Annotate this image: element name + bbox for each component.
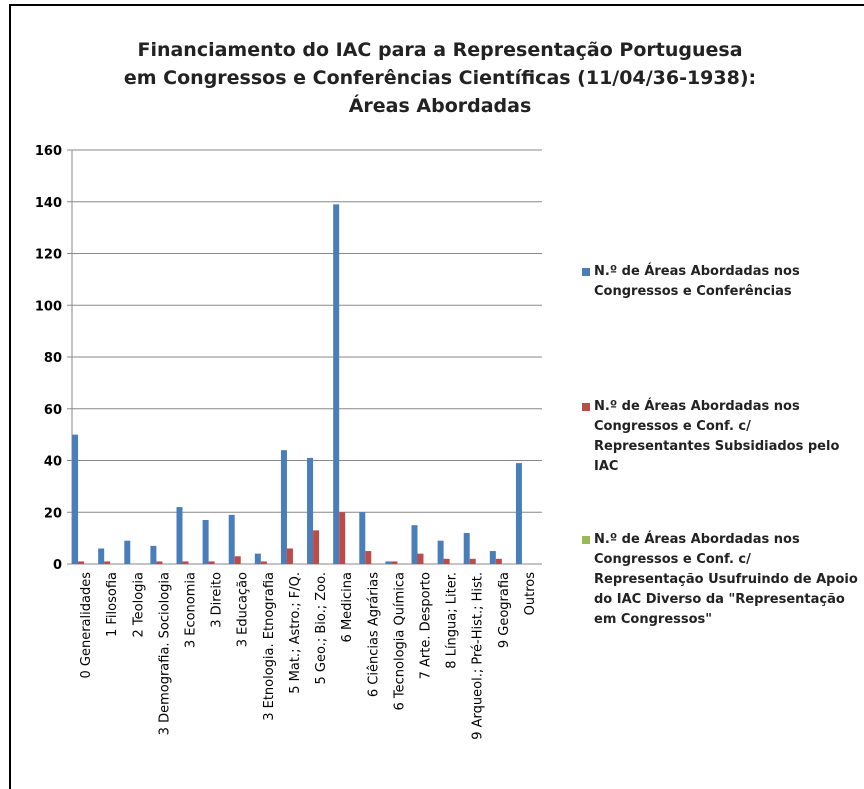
y-tick-label: 40 xyxy=(44,455,62,470)
legend-swatch xyxy=(582,536,590,544)
legend-label: N.º de Áreas Abordadas nos Congressos e … xyxy=(594,264,800,299)
bar xyxy=(411,525,418,564)
bar xyxy=(515,463,522,564)
x-tick-label: 6 Tecnologia Química xyxy=(392,572,407,710)
bar xyxy=(307,457,314,564)
x-tick-label: 8 Língua; Liter. xyxy=(445,572,460,669)
x-tick-label: 0 Generalidades xyxy=(79,572,94,679)
bar xyxy=(254,553,261,564)
bar xyxy=(391,561,398,564)
x-tick-label: 3 Economia xyxy=(184,572,199,648)
y-tick-label: 60 xyxy=(44,403,62,418)
bar xyxy=(208,561,215,564)
y-tick-label: 160 xyxy=(35,144,62,159)
bar xyxy=(176,507,183,564)
bar xyxy=(417,553,424,564)
bar xyxy=(182,561,189,564)
bar xyxy=(313,530,320,564)
bar xyxy=(156,561,163,564)
x-tick-label: Outros xyxy=(523,572,538,616)
bar xyxy=(437,540,444,564)
x-tick-label: 1 Filosofia xyxy=(105,572,120,637)
bar xyxy=(260,561,267,564)
bar xyxy=(280,450,287,564)
bar xyxy=(489,551,496,564)
bar xyxy=(234,556,241,564)
x-tick-label: 3 Direito xyxy=(210,572,225,628)
legend-item: N.º de Áreas Abordadas nos Congressos e … xyxy=(582,530,862,630)
x-tick-label: 3 Educação xyxy=(236,572,251,647)
bar xyxy=(124,540,131,564)
bar xyxy=(104,561,111,564)
x-tick-label: 9 Geografia xyxy=(497,572,512,648)
bar xyxy=(98,548,105,564)
bar xyxy=(385,561,392,564)
bar xyxy=(78,561,85,564)
legend-swatch xyxy=(582,268,590,276)
frame xyxy=(9,4,864,789)
bar xyxy=(202,520,209,564)
legend-label: N.º de Áreas Abordadas nos Congressos e … xyxy=(594,532,858,627)
bar xyxy=(286,548,293,564)
bar xyxy=(359,512,366,564)
bar xyxy=(365,551,372,564)
x-tick-label: 6 Ciências Agrárias xyxy=(366,572,381,697)
x-tick-label: 6 Medicina xyxy=(340,572,355,642)
x-tick-label: 5 Geo.; Bio.; Zoo. xyxy=(314,572,329,684)
legend-swatch xyxy=(582,403,590,411)
x-tick-label: 3 Demografia. Sociologia xyxy=(157,572,172,735)
y-tick-label: 100 xyxy=(35,299,62,314)
bar xyxy=(228,514,235,564)
legend-item: N.º de Áreas Abordadas nos Congressos e … xyxy=(582,397,862,477)
y-tick-label: 140 xyxy=(35,196,62,211)
bar xyxy=(72,434,79,564)
y-tick-label: 20 xyxy=(44,506,62,521)
y-tick-label: 0 xyxy=(53,558,62,573)
bar xyxy=(443,558,450,564)
bar xyxy=(333,204,340,564)
chart-title: Financiamento do IAC para a Representaçã… xyxy=(123,39,757,117)
bar xyxy=(463,532,470,564)
legend-label: N.º de Áreas Abordadas nos Congressos e … xyxy=(594,399,840,474)
bar xyxy=(339,512,346,564)
x-tick-label: 3 Etnologia. Etnografia xyxy=(262,572,277,721)
legend-item: N.º de Áreas Abordadas nos Congressos e … xyxy=(582,262,862,302)
bar xyxy=(495,558,502,564)
bar xyxy=(150,545,157,564)
y-tick-label: 80 xyxy=(44,351,62,366)
bar xyxy=(469,558,476,564)
x-tick-label: 9 Arqueol.; Pré-Hist.; Hist. xyxy=(471,572,486,740)
x-tick-label: 7 Arte. Desporto xyxy=(419,572,434,679)
y-tick-label: 120 xyxy=(35,248,62,263)
x-tick-label: 5 Mat.; Astro.; F/Q. xyxy=(288,572,303,694)
x-tick-label: 2 Teologia xyxy=(131,572,146,637)
